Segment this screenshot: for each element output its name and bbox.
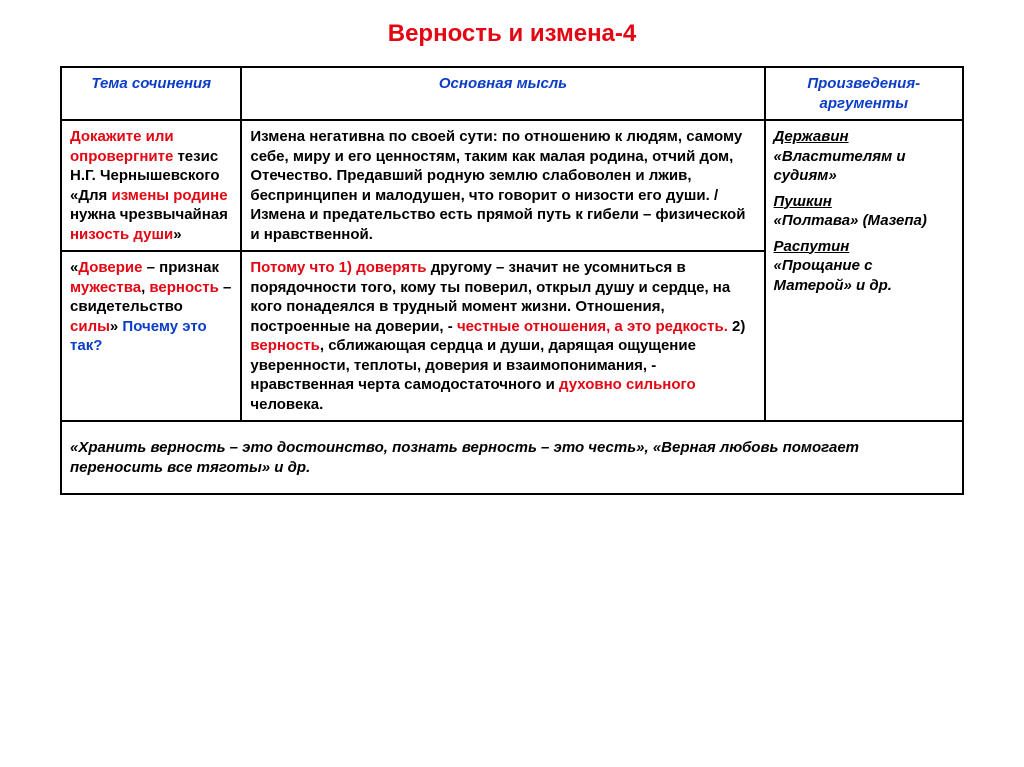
- r2t-t4: человека.: [250, 396, 323, 413]
- r2t-t2: 2): [728, 318, 746, 335]
- page-title: Верность и измена-4: [60, 20, 964, 48]
- r2-q2: – признак: [142, 259, 219, 276]
- work3-title: «Прощание с Матерой» и др.: [774, 256, 954, 295]
- row-1: Докажите или опровергните тезис Н.Г. Чер…: [61, 120, 963, 251]
- r2t-ktrust: доверять: [356, 259, 426, 276]
- r2-courage: мужества: [70, 279, 141, 296]
- header-thought-label: Основная мысль: [439, 75, 567, 92]
- header-topic: Тема сочинения: [61, 67, 241, 120]
- r2t-khonest: честные отношения, а это редкость.: [457, 318, 728, 335]
- header-row: Тема сочинения Основная мысль Произведен…: [61, 67, 963, 120]
- header-works-label: Произведения-аргументы: [807, 75, 920, 112]
- row2-thought: Потому что 1) доверять другому – значит …: [241, 251, 764, 421]
- r1-topic-k1: измены родине: [111, 187, 227, 204]
- r2-q5: »: [110, 318, 123, 335]
- work2-auth: Пушкин: [774, 192, 954, 212]
- footer-row: «Хранить верность – это достоинство, поз…: [61, 421, 963, 494]
- footer-text: «Хранить верность – это достоинство, поз…: [70, 439, 859, 476]
- footer-cell: «Хранить верность – это достоинство, поз…: [61, 421, 963, 494]
- header-works: Произведения-аргументы: [765, 67, 963, 120]
- r2-strength: силы: [70, 318, 110, 335]
- work3-auth: Распутин: [774, 237, 954, 257]
- row1-topic: Докажите или опровергните тезис Н.Г. Чер…: [61, 120, 241, 251]
- work2-title: «Полтава» (Мазепа): [774, 211, 954, 231]
- works-cell: Державин «Властителям и судиям» Пушкин «…: [765, 120, 963, 421]
- work1-auth: Державин: [774, 127, 954, 147]
- r1-topic-k2: низость души: [70, 226, 173, 243]
- r2t-kspirit: духовно сильного: [559, 376, 696, 393]
- header-thought: Основная мысль: [241, 67, 764, 120]
- r2-loyal: верность: [149, 279, 218, 296]
- essay-table: Тема сочинения Основная мысль Произведен…: [60, 66, 964, 495]
- work1-title: «Властителям и судиям»: [774, 147, 954, 186]
- header-topic-label: Тема сочинения: [91, 75, 211, 92]
- row1-thought: Измена негативна по своей сути: по отнош…: [241, 120, 764, 251]
- r2t-kloyal: верность: [250, 337, 319, 354]
- r2t-lead: Потому что 1): [250, 259, 356, 276]
- r1-topic-mid2: нужна чрезвычайная: [70, 206, 228, 223]
- row2-topic: «Доверие – признак мужества, верность – …: [61, 251, 241, 421]
- r1-topic-pre: Докажите или опровергните: [70, 128, 174, 165]
- r2-trust: Доверие: [78, 259, 142, 276]
- r1-topic-suf: »: [173, 226, 181, 243]
